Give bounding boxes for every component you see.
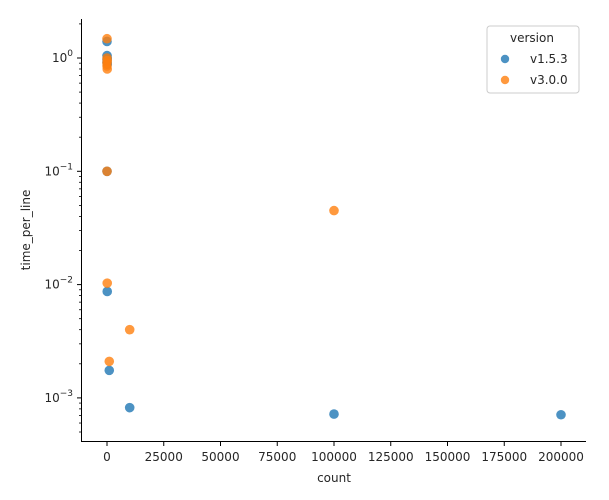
x-tick-label: 125000 [368, 450, 414, 464]
y-axis-label: time_per_line [19, 190, 33, 271]
legend-frame [486, 25, 580, 94]
data-points [102, 33, 566, 420]
data-point-v1.5.3 [329, 409, 339, 419]
y-tick-label: 10−2 [44, 276, 73, 292]
y-axis-ticks: 10−3 10−2 10−1 100 [44, 23, 82, 433]
x-tick-label: 200000 [538, 450, 584, 464]
legend-label-v1.5.3: v1.5.3 [530, 52, 568, 66]
y-tick-label: 100 [52, 49, 73, 65]
x-tick-label: 75000 [258, 450, 296, 464]
data-point-v1.5.3 [556, 409, 566, 420]
legend-label-v3.0.0: v3.0.0 [530, 73, 568, 87]
data-point-v3.0.0 [102, 33, 112, 44]
x-tick-label: 25000 [145, 450, 183, 464]
x-tick-label: 175000 [481, 450, 527, 464]
data-point-v3.0.0 [329, 205, 339, 216]
y-tick-label: 10−1 [44, 162, 73, 178]
data-point-v3.0.0 [102, 64, 113, 74]
data-point-v3.0.0 [102, 278, 113, 288]
x-tick-label: 0 [103, 450, 111, 464]
legend-title: version [510, 31, 554, 45]
data-point-v3.0.0 [104, 356, 115, 367]
y-tick-label: 10−3 [44, 389, 73, 405]
data-point-v1.5.3 [124, 402, 135, 413]
legend-marker-v1.5.3 [500, 54, 510, 64]
data-point-v3.0.0 [102, 166, 112, 177]
x-tick-label: 150000 [425, 450, 471, 464]
axes: 0 25000 50000 75000 100000 125000 150000 175000… [19, 19, 586, 485]
x-tick-label: 100000 [311, 450, 357, 464]
legend: version v1.5.3 v3.0.0 [486, 25, 580, 94]
data-point-v1.5.3 [104, 365, 115, 376]
data-point-v3.0.0 [124, 324, 135, 335]
legend-marker-v3.0.0 [500, 75, 510, 85]
x-axis-label: count [317, 471, 351, 485]
x-axis-ticks: 0 25000 50000 75000 100000 125000 150000 175000… [103, 441, 584, 464]
data-point-v1.5.3 [102, 286, 113, 297]
x-tick-label: 50000 [201, 450, 239, 464]
